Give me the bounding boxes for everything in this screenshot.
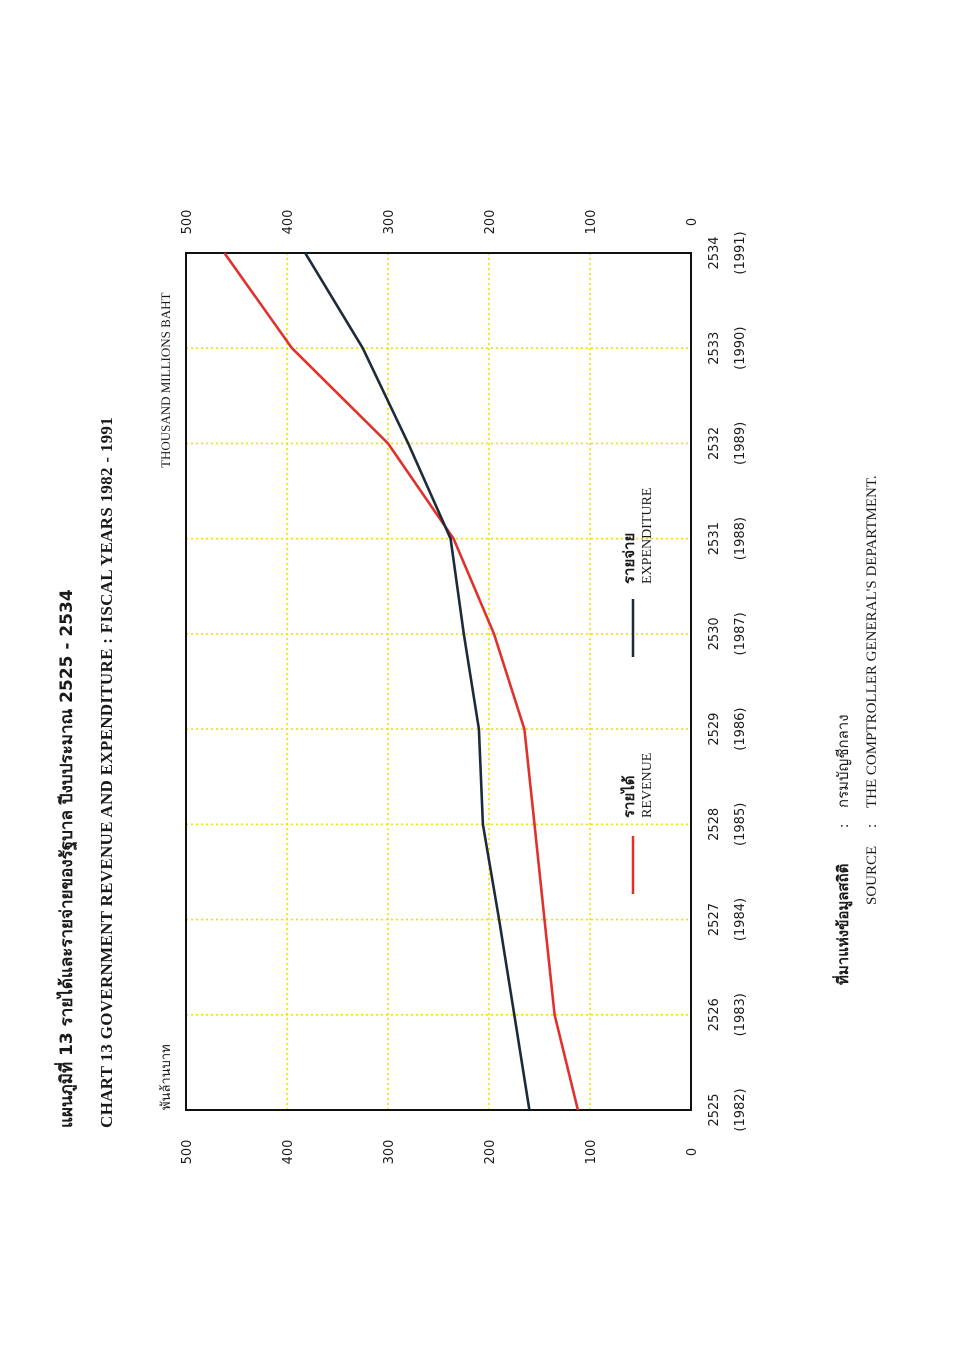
series-group xyxy=(223,252,580,1111)
y-tick-label-bottom: 100 xyxy=(584,1140,599,1165)
legend-revenue-en: REVENUE xyxy=(640,753,655,818)
plot-frame xyxy=(185,252,692,1111)
y-tick-label-bottom: 200 xyxy=(483,1140,498,1165)
legend-revenue-thai: รายได้ xyxy=(619,775,638,818)
x-tick-label: 2527 xyxy=(707,903,722,936)
y-tick-label-top: 400 xyxy=(281,210,296,235)
source-thai-value: กรมบัญชีกลาง xyxy=(834,714,852,808)
x-tick-label: 2533 xyxy=(707,332,722,365)
x-tick-label-ce: (1988) xyxy=(733,517,748,560)
x-tick-label: 2534 xyxy=(707,236,722,269)
revenue-line xyxy=(223,252,580,1111)
en-title: CHART 13 GOVERNMENT REVENUE AND EXPENDIT… xyxy=(97,417,116,1128)
source-en-label: SOURCE xyxy=(864,846,880,905)
x-tick-label-ce: (1985) xyxy=(733,803,748,846)
x-tick-label-ce: (1989) xyxy=(733,422,748,465)
y-tick-label-bottom: 0 xyxy=(685,1148,700,1156)
x-tick-label: 2526 xyxy=(707,998,722,1031)
x-ticks: 2525 (1982) 2526 (1983) 2527 (1984) 2528 (1985)… xyxy=(707,231,748,1131)
y-tick-label-bottom: 300 xyxy=(382,1140,397,1165)
legend-expenditure-thai: รายจ่าย xyxy=(620,533,638,584)
thai-title: แผนภูมิที่ 13 รายได้และรายจ่ายของรัฐบาล … xyxy=(54,589,78,1128)
x-tick-label: 2531 xyxy=(707,522,722,555)
y-tick-label-top: 300 xyxy=(382,210,397,235)
x-tick-label: 2525 xyxy=(707,1093,722,1126)
x-tick-label: 2532 xyxy=(707,427,722,460)
source-thai-sep: : xyxy=(836,824,852,828)
y-tick-label-top: 500 xyxy=(180,210,195,235)
source-en-sep: : xyxy=(864,824,880,828)
x-tick-label-ce: (1990) xyxy=(733,327,748,370)
x-tick-label-ce: (1986) xyxy=(733,707,748,750)
x-tick-label-ce: (1984) xyxy=(733,898,748,941)
x-tick-label-ce: (1991) xyxy=(733,231,748,274)
x-tick-label: 2528 xyxy=(707,808,722,841)
x-tick-label-ce: (1983) xyxy=(733,993,748,1036)
x-tick-label-ce: (1982) xyxy=(733,1088,748,1131)
y-tick-label-top: 100 xyxy=(584,210,599,235)
y-tick-label-bottom: 500 xyxy=(180,1140,195,1165)
y-ticks-top: 0 100 200 300 400 500 xyxy=(180,210,700,235)
unit-en: THOUSAND MILLIONS BAHT xyxy=(158,292,173,468)
source-thai-label: ที่มาแห่งข้อมูลสถิติ xyxy=(832,864,853,985)
y-ticks-bottom: 0 100 200 300 400 500 xyxy=(180,1140,700,1165)
chart-grid xyxy=(186,253,691,1110)
x-tick-label: 2529 xyxy=(707,713,722,746)
unit-thai: พันล้านบาท xyxy=(159,1044,174,1110)
expenditure-line xyxy=(304,252,531,1111)
x-tick-label-ce: (1987) xyxy=(733,612,748,655)
y-tick-label-top: 0 xyxy=(685,218,700,226)
y-tick-label-bottom: 400 xyxy=(281,1140,296,1165)
y-tick-label-top: 200 xyxy=(483,210,498,235)
source-en-value: THE COMPTROLLER GENERAL'S DEPARTMENT. xyxy=(864,475,880,808)
legend-expenditure-en: EXPENDITURE xyxy=(640,488,655,584)
x-tick-label: 2530 xyxy=(707,617,722,650)
